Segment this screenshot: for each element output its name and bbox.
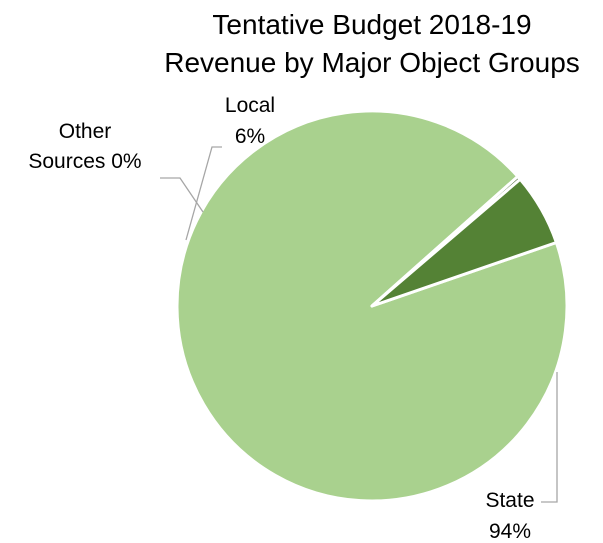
chart-title-line-1: Tentative Budget 2018-19 [212,9,531,40]
leader-line-other-sources [160,177,204,213]
data-label-local-line-1: Local [225,94,275,117]
data-label-state-line-2: 94% [489,520,531,543]
pie-slices [175,109,569,503]
leader-lines [160,146,558,503]
leader-line-local [185,146,222,241]
data-label-local-line-2: 6% [235,125,265,148]
leader-line-state [541,372,558,503]
data-labels: State 94% Other Sources 0% Local 6% [28,94,534,543]
pie-slice-local [370,177,558,308]
data-label-other-sources-line-1: Other [59,120,112,143]
data-label-other-sources-line-2: Sources 0% [28,150,141,173]
chart-title-line-2: Revenue by Major Object Groups [164,47,580,78]
data-label-state-line-1: State [485,489,534,512]
